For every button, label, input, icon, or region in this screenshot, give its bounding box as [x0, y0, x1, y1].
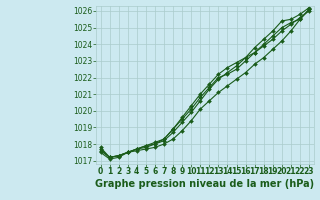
X-axis label: Graphe pression niveau de la mer (hPa): Graphe pression niveau de la mer (hPa): [95, 179, 314, 189]
